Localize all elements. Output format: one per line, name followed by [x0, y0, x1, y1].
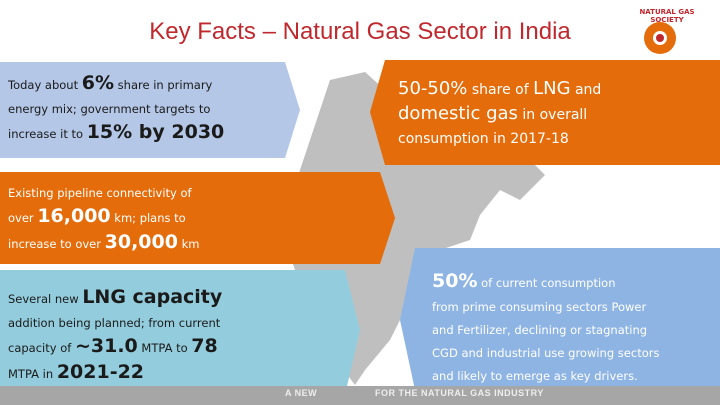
text: 50% [432, 270, 478, 292]
text: share of [467, 82, 534, 98]
text: increase it to [8, 127, 87, 141]
text: LNG capacity [82, 286, 223, 308]
title: Key Facts – Natural Gas Sector in India [149, 18, 571, 45]
text: 50-50% [398, 78, 468, 99]
text: LNG [533, 78, 571, 99]
box-2-shape [370, 60, 720, 165]
box-5-shape [400, 248, 720, 390]
footer-text: FOR THE NATURAL GAS INDUSTRY [375, 388, 544, 398]
text: Several new [8, 292, 83, 306]
text: MTPA to [137, 341, 192, 355]
text: Existing pipeline connectivity of [8, 186, 192, 200]
box-3: Existing pipeline connectivity of over 1… [8, 184, 200, 259]
text: of current consumption [477, 276, 616, 290]
text: 2021-22 [56, 361, 145, 383]
footer-strip [0, 386, 720, 405]
text: km [177, 237, 200, 251]
text: 6% [81, 72, 115, 94]
logo-icon [644, 22, 676, 54]
text: share in primary [114, 78, 213, 92]
text: consumption in 2017-18 [398, 131, 569, 147]
logo-text: NATURAL GAS SOCIETY [639, 8, 695, 24]
text: and likely to emerge as key drivers. [432, 369, 638, 383]
text: capacity of [8, 341, 75, 355]
text: in overall [517, 107, 588, 123]
text: over [8, 211, 38, 225]
box-2: 50-50% share of LNG and domestic gas in … [398, 80, 601, 153]
box-4: Several new LNG capacity addition being … [8, 288, 222, 389]
text: increase to over [8, 237, 105, 251]
box-3-shape [0, 172, 395, 264]
text: and Fertilizer, declining or stagnating [432, 323, 648, 337]
box-1-shape [0, 62, 300, 158]
box-5: 50% of current consumption from prime co… [432, 272, 659, 390]
text: energy mix; government targets to [8, 102, 211, 116]
box-4-shape [0, 270, 360, 395]
box-1: Today about 6% share in primary energy m… [8, 74, 224, 149]
footer-text: A NEW [285, 388, 318, 398]
text: from prime consuming sectors Power [432, 300, 647, 314]
text: 78 [191, 335, 218, 357]
text: and [570, 82, 602, 98]
text: 16,000 [37, 205, 111, 227]
text: domestic gas [398, 103, 518, 124]
text: 30,000 [104, 231, 178, 253]
text: km; plans to [110, 211, 186, 225]
text: CGD and industrial use growing sectors [432, 346, 660, 360]
text: ~31.0 [74, 335, 138, 357]
text: MTPA in [8, 367, 57, 381]
text: Today about [8, 78, 82, 92]
text: addition being planned; from current [8, 316, 221, 330]
text: 15% by 2030 [86, 121, 225, 143]
